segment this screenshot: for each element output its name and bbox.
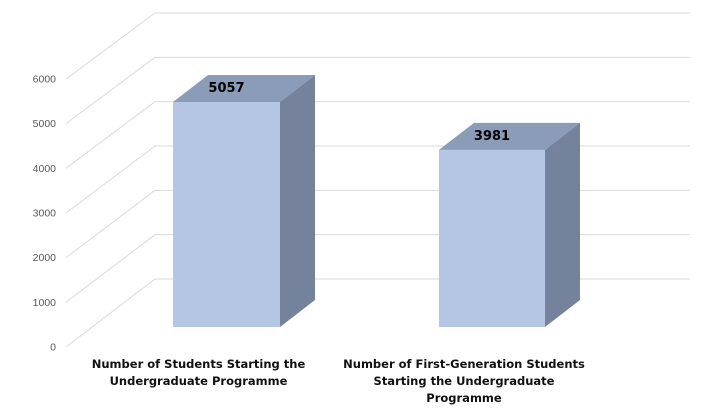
y-tick-label: 2000	[33, 252, 57, 264]
gridline-diagonal	[65, 56, 156, 125]
bar-data-label: 5057	[208, 81, 244, 96]
gridline-diagonal	[65, 278, 156, 348]
y-tick-label: 5000	[33, 118, 57, 130]
y-tick-label: 3000	[33, 207, 57, 219]
bar-side-face	[545, 122, 580, 328]
category-axis-label: Number of Students Starting the Undergrad…	[92, 357, 306, 388]
bar-side-face	[280, 74, 315, 327]
category-axis-label: Number of First-Generation Students Start…	[343, 357, 585, 405]
gridline-diagonal	[65, 145, 156, 214]
bar-top-face	[173, 74, 315, 102]
gridline-diagonal	[65, 12, 156, 80]
bar-top-face	[439, 122, 580, 150]
y-tick-label: 1000	[33, 297, 57, 309]
y-tick-label: 0	[50, 342, 56, 354]
bar-front-face	[173, 101, 280, 327]
gridline-diagonal	[65, 189, 156, 259]
gridline-diagonal	[65, 234, 156, 303]
gridline-diagonal	[65, 101, 156, 169]
bar-front-face	[439, 149, 545, 327]
y-tick-label: 6000	[33, 73, 57, 85]
y-tick-label: 4000	[33, 163, 57, 175]
bar-data-label: 3981	[474, 129, 510, 144]
